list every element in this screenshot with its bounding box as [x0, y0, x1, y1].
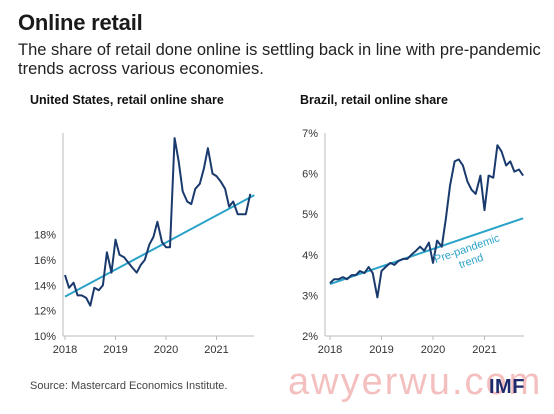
us-y-tick-label: 14% [34, 280, 56, 292]
us-chart-title: United States, retail online share [30, 93, 224, 107]
brazil-x-tick-label: 2021 [472, 344, 496, 356]
us-x-tick-label: 2019 [103, 344, 127, 356]
us-y-tick-label: 16% [34, 255, 56, 267]
us-y-tick-label: 18% [34, 230, 56, 242]
us-trend-line [64, 194, 255, 298]
brazil-x-tick-label: 2019 [369, 344, 393, 356]
us-y-tick-label: 10% [34, 331, 56, 343]
us-retail-online-chart: 10% 12% 14% 16% 18% 2018 2019 2020 2021 [34, 133, 255, 356]
us-x-tick-label: 2020 [154, 344, 178, 356]
brazil-y-tick-label: 2% [302, 331, 318, 343]
us-x-tick-label: 2018 [53, 344, 77, 356]
us-x-tick-label: 2021 [204, 344, 228, 356]
watermark: awyerwu.com [288, 361, 543, 403]
brazil-x-tick-label: 2018 [318, 344, 342, 356]
page-title: Online retail [18, 10, 143, 35]
imf-logo: IMF [489, 376, 525, 398]
brazil-y-tick-label: 6% [302, 169, 318, 181]
brazil-y-tick-label: 7% [302, 128, 318, 140]
source-note: Source: Mastercard Economics Institute. [30, 380, 228, 392]
us-series-line [64, 137, 252, 307]
page-subtitle: The share of retail done online is settl… [18, 41, 541, 78]
brazil-y-tick-label: 5% [302, 209, 318, 221]
brazil-trend-line [329, 217, 524, 285]
brazil-y-tick-label: 4% [302, 250, 318, 262]
brazil-x-tick-label: 2020 [421, 344, 445, 356]
brazil-y-tick-label: 3% [302, 290, 318, 302]
us-y-tick-label: 12% [34, 306, 56, 318]
brazil-series-line [329, 144, 524, 299]
brazil-chart-title: Brazil, retail online share [300, 93, 448, 107]
brazil-retail-online-chart: 2%3%4%5%6%7%2018 2019 2020 2021Pre-pandemic… [302, 128, 524, 356]
